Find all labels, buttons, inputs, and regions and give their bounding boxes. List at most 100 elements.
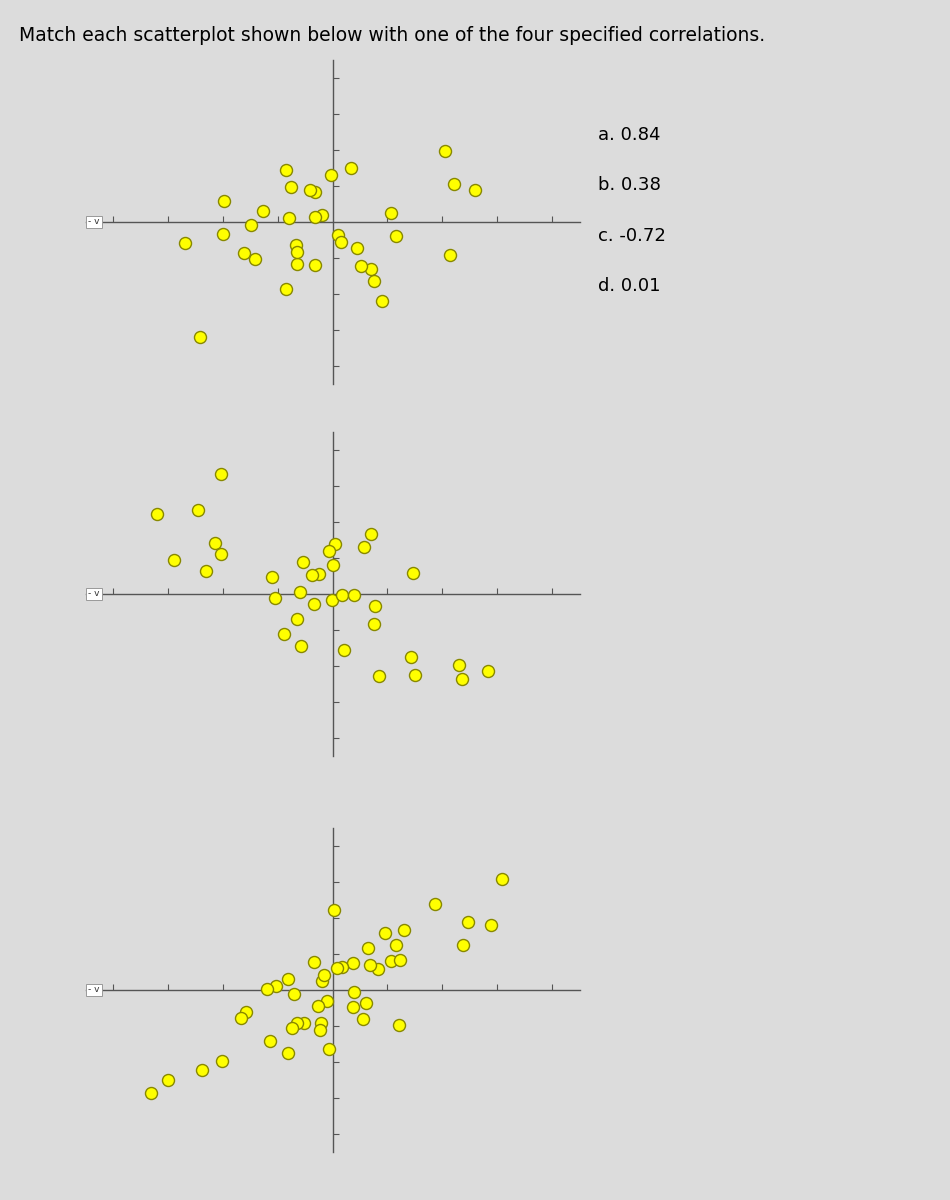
Point (363, 260, 378, 280)
Point (319, 991, 334, 1010)
Point (442, 245, 457, 264)
Point (216, 224, 231, 244)
Point (286, 985, 301, 1004)
Point (346, 586, 361, 605)
Point (142, 1084, 158, 1103)
Point (295, 553, 311, 572)
Point (364, 524, 379, 544)
Text: - v: - v (88, 985, 100, 995)
Point (284, 1019, 299, 1038)
Text: Match each scatterplot shown below with one of the four specified correlations.: Match each scatterplot shown below with … (19, 26, 765, 46)
Text: - v: - v (88, 589, 100, 599)
Point (282, 208, 297, 227)
Point (330, 226, 345, 245)
Point (283, 178, 298, 197)
Point (311, 997, 326, 1016)
Point (333, 233, 349, 252)
Point (307, 208, 322, 227)
Point (237, 244, 252, 263)
Text: a. 0.84: a. 0.84 (598, 126, 661, 144)
Point (190, 500, 205, 520)
Text: d. 0.01: d. 0.01 (598, 277, 661, 295)
Point (166, 551, 181, 570)
Point (215, 1051, 230, 1070)
Point (389, 935, 404, 954)
Point (280, 1043, 295, 1062)
Point (391, 1015, 407, 1034)
Point (307, 182, 322, 202)
Point (392, 950, 408, 970)
Point (313, 1014, 328, 1033)
Point (243, 216, 258, 235)
Point (149, 505, 164, 524)
Point (446, 174, 462, 193)
Point (358, 994, 373, 1013)
Point (312, 1020, 327, 1039)
Point (276, 625, 292, 644)
Point (329, 959, 344, 978)
Point (312, 565, 327, 584)
Point (278, 280, 294, 299)
Point (336, 640, 351, 659)
Point (406, 563, 421, 582)
Point (384, 203, 399, 222)
Point (269, 976, 284, 995)
Point (278, 161, 294, 180)
Point (327, 901, 342, 920)
Point (302, 180, 317, 199)
Point (325, 556, 340, 575)
Point (328, 534, 343, 553)
Point (345, 997, 360, 1016)
Point (214, 545, 229, 564)
Point (289, 242, 304, 262)
Point (306, 594, 321, 613)
Point (367, 271, 382, 290)
Point (438, 140, 453, 160)
Point (305, 565, 320, 584)
Point (234, 1008, 249, 1027)
Point (208, 534, 223, 553)
Point (483, 916, 498, 935)
Point (281, 970, 296, 989)
Point (347, 982, 362, 1001)
Text: - v: - v (88, 217, 100, 227)
Point (455, 668, 470, 688)
Point (293, 583, 308, 602)
Point (325, 590, 340, 610)
Point (268, 588, 283, 607)
Point (308, 256, 323, 275)
Point (467, 180, 483, 199)
Point (374, 292, 390, 311)
Point (161, 1070, 176, 1090)
Point (213, 464, 228, 484)
Point (356, 538, 371, 557)
Point (344, 158, 359, 178)
Point (362, 955, 377, 974)
Point (306, 953, 321, 972)
Point (178, 233, 193, 252)
Point (456, 936, 471, 955)
Point (355, 1009, 370, 1028)
Point (428, 894, 443, 913)
Point (403, 648, 418, 667)
Point (256, 202, 271, 221)
Text: b. 0.38: b. 0.38 (598, 176, 661, 194)
Point (198, 562, 213, 581)
Point (192, 328, 207, 347)
Point (495, 869, 510, 888)
Point (296, 1013, 312, 1032)
Point (289, 235, 304, 254)
Point (481, 661, 496, 680)
Point (321, 1039, 336, 1058)
Point (366, 614, 381, 634)
Point (217, 191, 232, 210)
Point (314, 205, 330, 224)
Point (353, 257, 369, 276)
Point (371, 666, 387, 685)
Point (461, 912, 476, 931)
Point (334, 586, 350, 605)
Point (238, 1002, 254, 1021)
Point (314, 971, 329, 990)
Point (389, 227, 404, 246)
Point (290, 254, 305, 274)
